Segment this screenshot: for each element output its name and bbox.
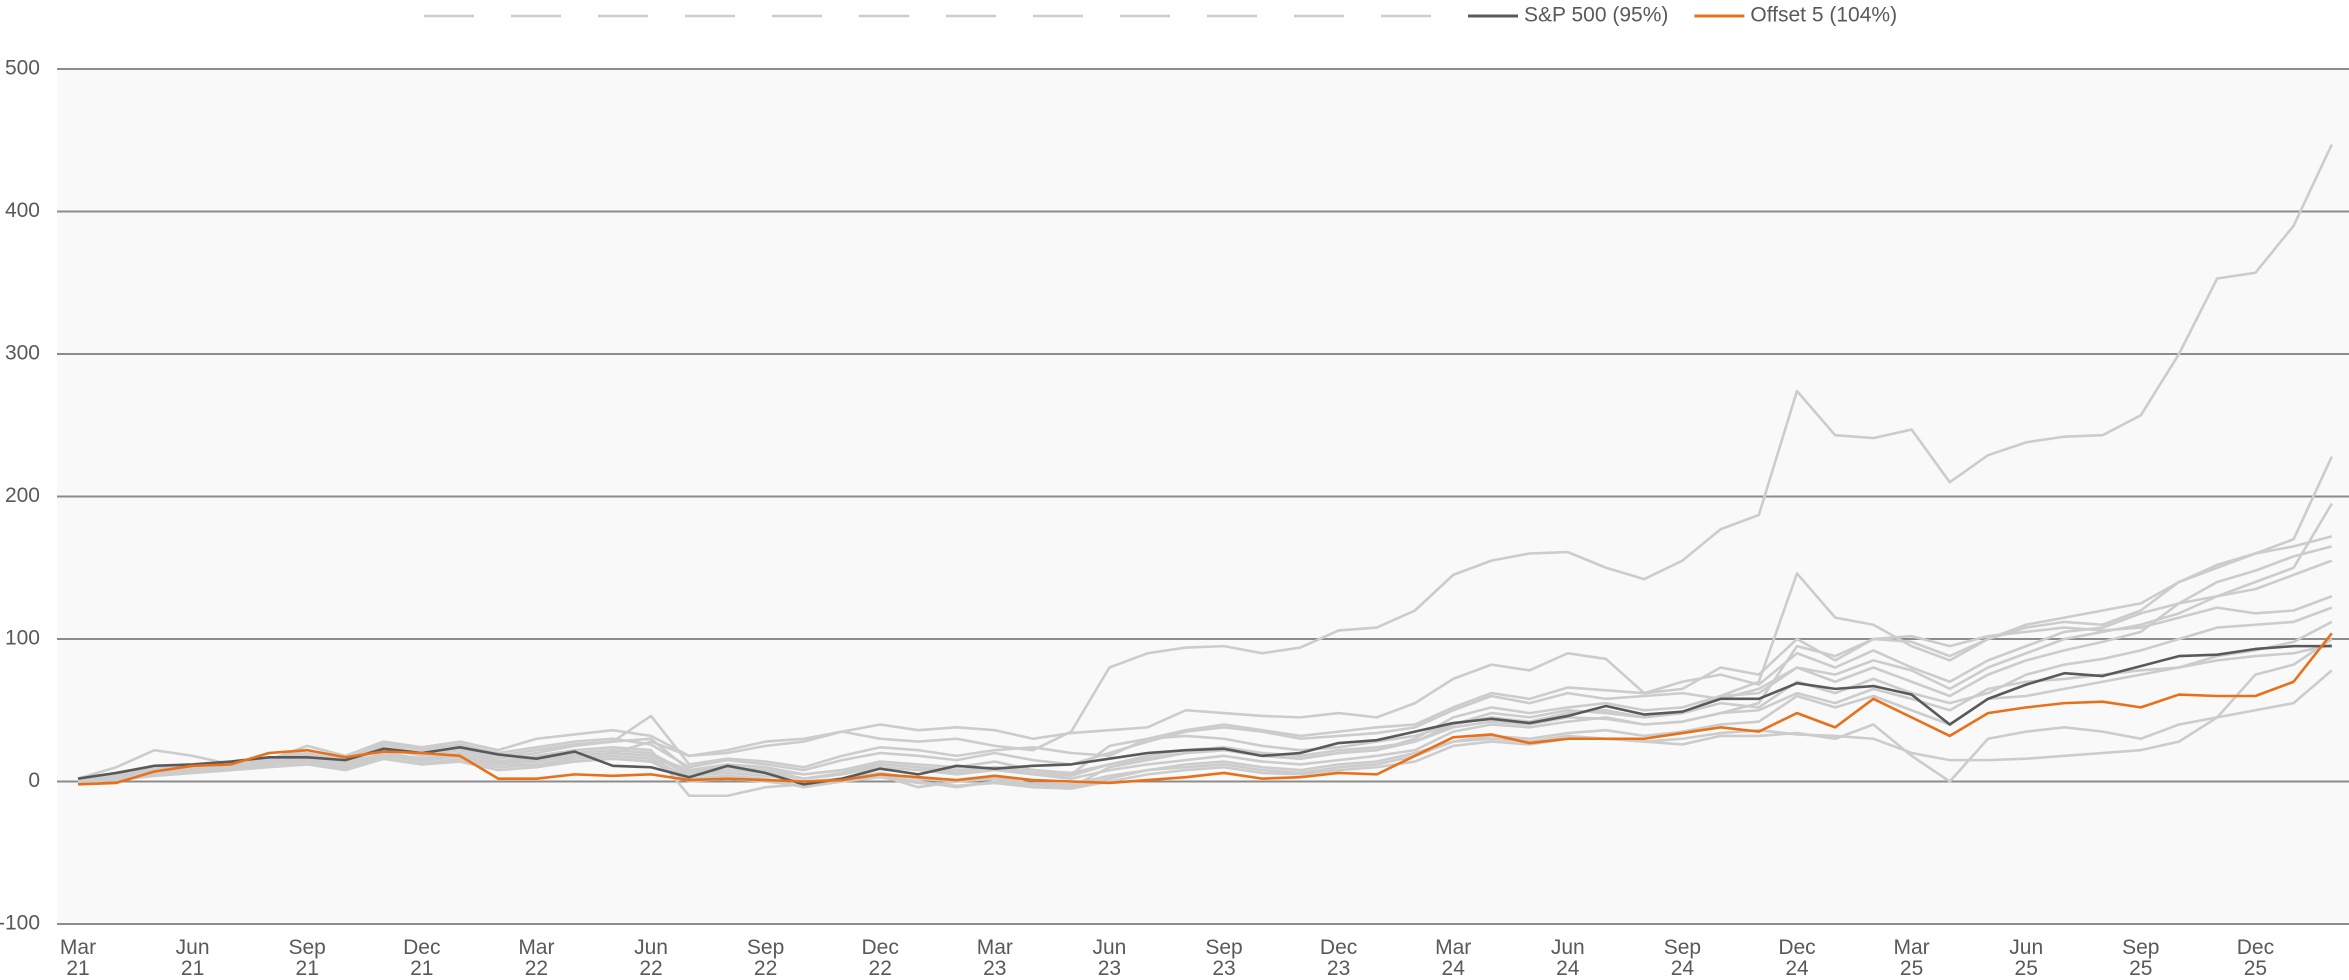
x-tick-label: Dec 24 (1778, 936, 1815, 980)
x-tick-label: Dec 22 (862, 936, 899, 980)
y-tick-label: 300 (5, 342, 40, 365)
x-tick-label: Mar 21 (60, 936, 96, 980)
y-tick-label: 200 (5, 484, 40, 507)
y-tick-label: 400 (5, 199, 40, 222)
x-tick-label: Jun 22 (634, 936, 668, 980)
x-tick-label: Jun 24 (1551, 936, 1585, 980)
x-tick-label: Sep 23 (1205, 936, 1242, 980)
series-line (77, 535, 2333, 782)
legend-label: S&P 500 (95%) (1524, 4, 1668, 27)
x-tick-label: Mar 24 (1435, 936, 1471, 980)
series-line (77, 456, 2333, 783)
x-tick-label: Dec 23 (1320, 936, 1357, 980)
x-tick-label: Mar 23 (977, 936, 1013, 980)
x-tick-label: Sep 21 (289, 936, 326, 980)
x-tick-label: Dec 25 (2237, 936, 2274, 980)
legend-label: Offset 5 (104%) (1750, 4, 1897, 27)
x-tick-label: Sep 25 (2122, 936, 2159, 980)
series-line (77, 502, 2333, 783)
y-tick-label: 500 (5, 57, 40, 80)
x-tick-label: Mar 22 (518, 936, 554, 980)
series-line (77, 632, 2333, 786)
x-tick-label: Jun 25 (2009, 936, 2043, 980)
x-tick-label: Jun 21 (176, 936, 210, 980)
x-tick-label: Sep 24 (1664, 936, 1701, 980)
x-tick-label: Jun 23 (1092, 936, 1126, 980)
x-tick-label: Mar 25 (1894, 936, 1930, 980)
y-tick-label: 0 (28, 769, 40, 792)
series-line (77, 637, 2333, 790)
series-line (77, 644, 2332, 786)
x-tick-label: Dec 21 (403, 936, 440, 980)
series-line (77, 669, 2333, 786)
y-tick-label: -100 (0, 912, 40, 935)
y-tick-label: 100 (5, 627, 40, 650)
x-tick-label: Sep 22 (747, 936, 784, 980)
